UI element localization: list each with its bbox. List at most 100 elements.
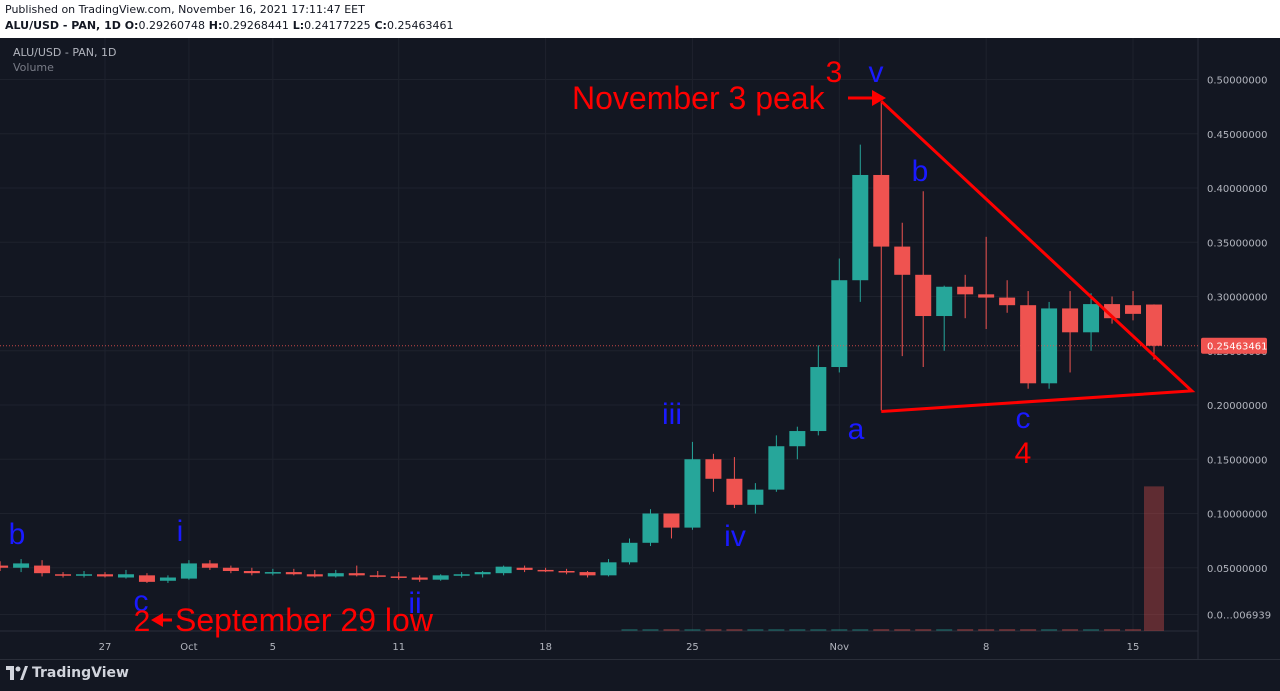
grid: [0, 38, 1199, 659]
wave-c-right-label: c: [1016, 402, 1031, 435]
last-price-tag-text: 0.25463461: [1207, 342, 1267, 353]
candle: [55, 572, 72, 578]
candle: [1083, 293, 1100, 351]
candle: [34, 560, 51, 577]
volume-bar-small: [915, 629, 932, 631]
candle-body: [13, 563, 30, 568]
price-tick-label: 0.10000000: [1207, 510, 1267, 521]
candle: [0, 561, 9, 572]
candle: [474, 571, 491, 578]
volume-bar: [1144, 486, 1164, 631]
candle: [852, 144, 869, 302]
candle: [663, 513, 680, 539]
volume-bar-small: [894, 629, 911, 631]
time-axis[interactable]: 27 Oct 5 11 18 25 Nov 8 15: [99, 642, 1140, 653]
volume-bar-small: [1062, 629, 1079, 631]
time-tick-label: 27: [99, 642, 112, 653]
candle: [894, 222, 911, 357]
candle: [327, 569, 344, 578]
candle-body: [663, 513, 680, 528]
volume-bar-small: [936, 629, 953, 631]
price-tick-label: 0.20000000: [1207, 401, 1267, 412]
volume-bar-small: [831, 629, 848, 631]
candle-body: [1041, 308, 1058, 384]
candle: [432, 574, 449, 581]
candle-body: [285, 572, 302, 575]
tradingview-logo-icon: [6, 666, 28, 680]
candle: [138, 573, 155, 583]
time-tick-label: 11: [392, 642, 405, 653]
candle: [873, 101, 890, 411]
close-label: C:: [374, 19, 387, 32]
price-tick-label: 0.50000000: [1207, 76, 1267, 87]
price-tick-label: 0.0…006939: [1207, 610, 1271, 621]
volume-bar-small: [789, 629, 806, 631]
wave-i-label: i: [177, 515, 184, 548]
volume-bar-small: [1020, 629, 1037, 631]
footer: [0, 659, 1280, 691]
low-value: 0.24177225: [304, 19, 371, 32]
symbol-line: ALU/USD - PAN, 1D: [5, 19, 121, 32]
candle: [957, 274, 974, 319]
wave-ii-label: ii: [408, 587, 421, 620]
volume-bar-small: [705, 629, 722, 631]
candle: [642, 509, 659, 547]
candle-body: [873, 174, 890, 247]
candle-body: [516, 567, 533, 570]
candle-body: [1125, 305, 1142, 314]
candle: [13, 559, 30, 573]
volume-bar-small: [1125, 629, 1142, 631]
candle-body: [726, 478, 743, 505]
high-label: H:: [208, 19, 223, 32]
candle-body: [327, 573, 344, 577]
time-tick-label: 25: [686, 642, 699, 653]
volume-bar-small: [1041, 629, 1058, 631]
candle-body: [810, 367, 827, 432]
volume-bar-small: [621, 629, 638, 631]
close-value: 0.25463461: [386, 19, 454, 32]
volume-bar-small: [978, 629, 995, 631]
candle-body: [0, 565, 9, 568]
candle-body: [222, 567, 239, 572]
time-tick-label: 8: [983, 642, 989, 653]
candle-body: [789, 431, 806, 447]
tradingview-logo[interactable]: TradingView: [6, 665, 129, 681]
candle-body: [1146, 304, 1162, 346]
wave-v-label: v: [869, 56, 884, 89]
candle-body: [684, 459, 701, 528]
candle-body: [369, 575, 386, 577]
price-tick-label: 0.45000000: [1207, 130, 1267, 141]
sep29-low-label: September 29 low: [175, 602, 434, 638]
candle: [999, 280, 1016, 313]
candle-body: [852, 174, 869, 281]
candle-body: [642, 513, 659, 543]
low-label: L:: [292, 19, 305, 32]
candle: [1146, 304, 1162, 360]
volume-bar-small: [663, 629, 680, 631]
price-tick-label: 0.15000000: [1207, 455, 1267, 466]
published-text: Published on TradingView.com, November 1…: [5, 3, 365, 16]
candle-body: [432, 575, 449, 580]
candle: [264, 568, 281, 576]
candle-body: [957, 286, 974, 295]
candle: [1062, 291, 1079, 373]
candle: [558, 568, 575, 575]
candle: [747, 483, 764, 514]
open-value: 0.29260748: [138, 19, 205, 32]
candle: [369, 571, 386, 578]
candle: [243, 567, 260, 576]
wave-2-label: 2: [134, 605, 151, 638]
candle-body: [600, 562, 617, 576]
candle-body: [978, 294, 995, 298]
candle: [76, 571, 93, 578]
last-price-tag-bg: [1201, 337, 1267, 354]
candle-body: [76, 574, 93, 576]
candle-body: [1062, 308, 1079, 333]
volume-bar-small: [852, 629, 869, 631]
volume-bar-small: [684, 629, 701, 631]
candle-body: [936, 286, 953, 317]
price-axis[interactable]: 0.50000000 0.45000000 0.40000000 0.35000000…: [1199, 38, 1280, 659]
candle-body: [579, 572, 596, 576]
last-price-tag: 0.25463461: [1201, 337, 1267, 354]
